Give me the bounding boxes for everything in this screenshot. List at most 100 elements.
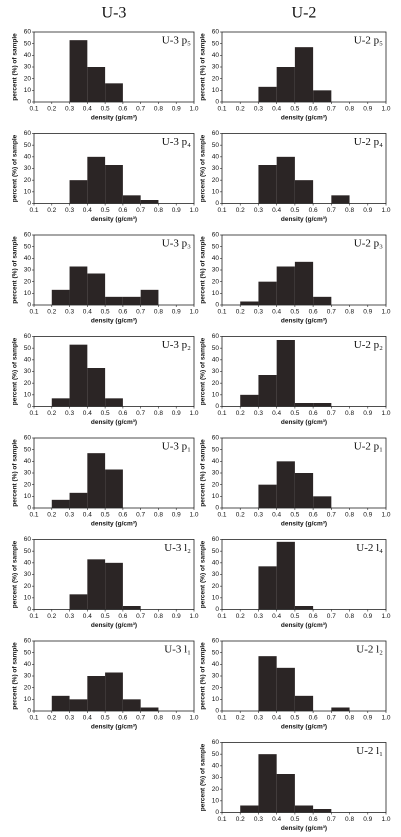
x-tick-label: 0.5 xyxy=(290,207,299,214)
y-tick-label: 40 xyxy=(24,52,32,59)
x-tick-label: 0.2 xyxy=(236,512,245,519)
x-axis-label: density (g/cm³) xyxy=(91,622,137,629)
column-title: U-2 xyxy=(292,5,317,22)
bar xyxy=(313,496,332,508)
x-tick-label: 0.5 xyxy=(290,512,299,519)
x-axis-label: density (g/cm³) xyxy=(281,825,327,832)
x-tick-label: 0.7 xyxy=(327,816,336,823)
bar xyxy=(122,699,141,711)
y-tick-label: 50 xyxy=(24,649,32,656)
y-tick-label: 40 xyxy=(212,560,220,567)
bar xyxy=(51,398,70,407)
x-tick-label: 0.5 xyxy=(101,613,110,620)
x-tick-label: 0.8 xyxy=(345,207,354,214)
bar xyxy=(105,672,123,711)
bar xyxy=(87,676,106,711)
x-tick-label: 0.6 xyxy=(118,512,127,519)
y-axis-label: percent (%) of sample xyxy=(12,642,19,710)
y-axis-label: percent (%) of sample xyxy=(200,337,207,405)
x-tick-label: 0.3 xyxy=(254,207,263,214)
y-tick-label: 60 xyxy=(24,232,32,239)
x-tick-label: 0.7 xyxy=(136,207,145,214)
x-tick-label: 1.0 xyxy=(189,106,198,113)
y-tick-label: 40 xyxy=(24,255,32,262)
bar xyxy=(294,180,314,204)
y-tick-label: 50 xyxy=(24,40,32,47)
x-tick-label: 1.0 xyxy=(381,715,390,722)
x-tick-label: 0.3 xyxy=(254,613,263,620)
x-tick-label: 0.9 xyxy=(363,715,372,722)
bar xyxy=(87,273,106,305)
x-tick-label: 0.8 xyxy=(345,816,354,823)
x-tick-label: 0.8 xyxy=(345,106,354,113)
x-tick-label: 0.6 xyxy=(118,309,127,316)
y-tick-label: 0 xyxy=(215,708,219,715)
panel-title: U-3 p₁ xyxy=(162,441,191,453)
bar xyxy=(105,469,123,508)
x-tick-label: 0.4 xyxy=(272,207,281,214)
y-tick-label: 30 xyxy=(24,571,32,578)
x-tick-label: 0.8 xyxy=(154,715,163,722)
x-axis-label: density (g/cm³) xyxy=(91,419,137,426)
y-tick-label: 0 xyxy=(215,99,219,106)
panel-title: U-2 p₂ xyxy=(354,339,383,351)
bar xyxy=(294,805,314,813)
bar xyxy=(240,805,259,813)
x-tick-label: 0.8 xyxy=(154,410,163,417)
x-tick-label: 0.8 xyxy=(345,309,354,316)
x-tick-label: 0.9 xyxy=(363,512,372,519)
bar xyxy=(140,707,159,711)
x-tick-label: 0.8 xyxy=(154,512,163,519)
x-tick-label: 0.1 xyxy=(217,410,226,417)
bar xyxy=(276,67,295,102)
x-tick-label: 0.9 xyxy=(172,410,181,417)
x-tick-label: 0.4 xyxy=(83,309,92,316)
x-tick-label: 1.0 xyxy=(189,715,198,722)
x-tick-label: 0.5 xyxy=(101,410,110,417)
bar xyxy=(294,261,314,305)
y-tick-label: 30 xyxy=(212,368,220,375)
x-tick-label: 0.4 xyxy=(83,207,92,214)
panel-title: U-2 p₄ xyxy=(354,136,383,148)
bar xyxy=(313,809,332,813)
x-tick-label: 0.9 xyxy=(363,106,372,113)
bar xyxy=(276,266,295,305)
x-tick-label: 0.4 xyxy=(272,816,281,823)
y-tick-label: 60 xyxy=(212,536,220,543)
x-tick-label: 0.5 xyxy=(290,410,299,417)
y-tick-label: 10 xyxy=(24,493,32,500)
x-tick-label: 0.7 xyxy=(327,613,336,620)
x-tick-label: 0.6 xyxy=(118,106,127,113)
x-tick-label: 0.2 xyxy=(236,410,245,417)
y-tick-label: 30 xyxy=(212,673,220,680)
x-tick-label: 0.6 xyxy=(118,410,127,417)
x-tick-label: 0.7 xyxy=(327,106,336,113)
x-tick-label: 0.2 xyxy=(47,309,56,316)
x-tick-label: 0.8 xyxy=(154,207,163,214)
bar xyxy=(87,453,106,508)
bar xyxy=(258,656,277,711)
y-tick-label: 60 xyxy=(212,333,220,340)
x-tick-label: 0.5 xyxy=(290,309,299,316)
x-axis-label: density (g/cm³) xyxy=(281,216,327,223)
y-tick-label: 0 xyxy=(27,505,31,512)
bar xyxy=(87,67,106,102)
y-tick-label: 10 xyxy=(24,392,32,399)
y-tick-label: 20 xyxy=(24,380,32,387)
x-tick-label: 0.1 xyxy=(29,613,38,620)
bar xyxy=(122,195,141,204)
panel-title: U-2 l₁ xyxy=(356,745,383,757)
x-tick-label: 0.2 xyxy=(47,410,56,417)
y-tick-label: 30 xyxy=(212,267,220,274)
x-tick-label: 0.3 xyxy=(254,512,263,519)
y-tick-label: 50 xyxy=(212,243,220,250)
y-tick-label: 10 xyxy=(212,696,220,703)
bar xyxy=(87,368,106,407)
bar xyxy=(313,90,332,102)
x-tick-label: 0.2 xyxy=(47,106,56,113)
panel-title: U-3 p₃ xyxy=(162,238,191,250)
bar xyxy=(276,156,295,204)
x-tick-label: 0.3 xyxy=(254,410,263,417)
x-tick-label: 1.0 xyxy=(381,207,390,214)
